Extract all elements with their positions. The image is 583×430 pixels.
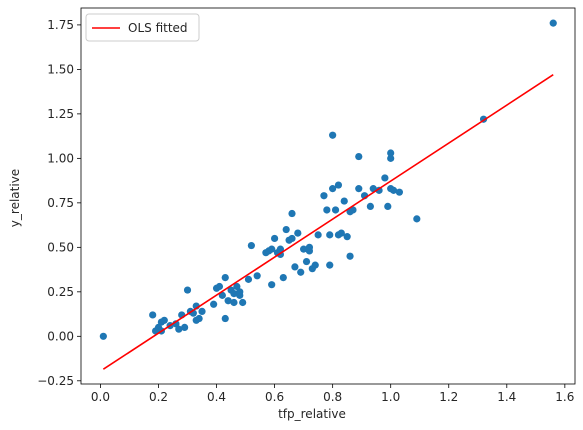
- data-point: [175, 325, 183, 333]
- y-tick-label: 1.50: [47, 62, 74, 76]
- x-tick-label: 1.6: [555, 390, 574, 404]
- x-tick-label: 0.6: [265, 390, 284, 404]
- data-point: [355, 152, 363, 161]
- legend: OLS fitted: [85, 13, 200, 42]
- data-point: [302, 257, 311, 266]
- y-tick-label: 1.25: [47, 107, 74, 121]
- data-point: [355, 185, 363, 193]
- data-point: [270, 234, 279, 243]
- data-point: [329, 185, 337, 193]
- y-tick-label: 0.50: [47, 240, 74, 254]
- data-point: [215, 282, 224, 291]
- data-point: [381, 174, 389, 182]
- y-tick-label: 1.00: [47, 151, 74, 165]
- data-point: [326, 231, 334, 239]
- plot-area-border: [80, 7, 576, 385]
- x-tick-label: 1.0: [381, 390, 400, 404]
- data-point: [297, 268, 305, 276]
- data-point: [346, 252, 354, 260]
- data-point: [337, 229, 345, 237]
- data-point: [239, 298, 247, 307]
- data-point: [268, 281, 276, 289]
- data-point: [195, 314, 203, 323]
- data-point: [323, 206, 331, 214]
- data-point: [387, 154, 395, 162]
- data-point: [160, 316, 168, 324]
- data-point: [221, 273, 229, 282]
- data-point: [276, 245, 284, 253]
- data-point: [247, 241, 255, 250]
- ticks-layer: 0.0 0.2 0.4 0.6 0.8 1.0 1.2 1.4 1.6 −0.25 0.00 0.25…: [37, 18, 574, 404]
- x-tick-label: 0.4: [207, 390, 226, 404]
- data-point: [305, 243, 314, 251]
- data-point: [183, 286, 192, 294]
- data-point: [395, 188, 403, 196]
- data-point: [343, 233, 351, 241]
- data-point: [210, 300, 218, 308]
- data-point: [334, 181, 343, 189]
- y-tick-label: 0.00: [47, 329, 74, 343]
- data-point: [329, 131, 337, 139]
- data-point: [413, 215, 421, 223]
- data-point: [268, 245, 276, 253]
- x-tick-label: 1.2: [439, 390, 458, 404]
- data-point: [300, 245, 308, 253]
- legend-label-ols: OLS fitted: [128, 21, 188, 35]
- scatter-points: [99, 19, 557, 340]
- data-point: [349, 206, 357, 214]
- data-point: [218, 291, 226, 299]
- data-point: [375, 186, 383, 194]
- data-point: [331, 206, 340, 214]
- x-axis-label: tfp_relative: [278, 407, 346, 421]
- data-point: [294, 229, 302, 237]
- y-axis-label: y_relative: [8, 169, 22, 227]
- data-point: [384, 202, 392, 211]
- data-point: [181, 323, 189, 332]
- data-point: [279, 273, 287, 282]
- data-point: [233, 282, 241, 291]
- y-tick-label: 0.25: [47, 285, 74, 299]
- data-point: [221, 314, 229, 323]
- data-point: [224, 297, 232, 305]
- data-point: [230, 290, 238, 298]
- data-point: [390, 186, 398, 194]
- data-point: [549, 19, 557, 27]
- data-point: [387, 149, 395, 157]
- data-point: [253, 272, 261, 280]
- data-point: [230, 298, 238, 307]
- data-point: [236, 288, 244, 296]
- x-tick-label: 0.0: [91, 390, 110, 404]
- data-point: [340, 197, 348, 205]
- x-tick-label: 0.2: [149, 390, 168, 404]
- data-point: [314, 231, 322, 239]
- x-tick-label: 1.4: [497, 390, 516, 404]
- data-point: [288, 209, 296, 218]
- data-point: [320, 192, 328, 200]
- axes-frame: [80, 7, 576, 385]
- data-point: [244, 275, 253, 283]
- data-point: [326, 261, 334, 269]
- data-point: [149, 311, 157, 319]
- y-tick-label: −0.25: [37, 374, 74, 388]
- data-point: [99, 332, 107, 340]
- legend-box: [85, 13, 200, 42]
- y-tick-label: 1.75: [47, 18, 74, 32]
- fit-line-layer: [102, 74, 554, 370]
- data-point: [311, 261, 319, 269]
- data-point: [282, 225, 290, 234]
- y-tick-label: 0.75: [47, 196, 74, 210]
- ols-fit-line: [102, 74, 554, 370]
- data-point: [291, 263, 299, 271]
- data-point: [288, 234, 296, 243]
- x-tick-label: 0.8: [323, 390, 342, 404]
- data-point: [366, 202, 374, 211]
- data-point: [198, 307, 206, 315]
